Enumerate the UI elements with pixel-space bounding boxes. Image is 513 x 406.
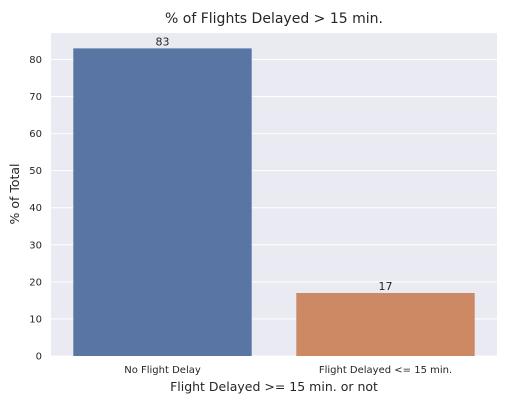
- bar: [296, 292, 475, 356]
- y-tick-label: 50: [29, 166, 42, 177]
- y-tick-label: 30: [29, 240, 42, 251]
- data-labels: 83 17: [156, 35, 393, 293]
- x-tick-label: No Flight Delay: [124, 365, 201, 376]
- bar-value-label: 17: [379, 280, 393, 293]
- y-tick-label: 20: [29, 277, 42, 288]
- bar: [73, 48, 252, 356]
- y-tick-label: 40: [29, 203, 42, 214]
- y-axis-label: % of Total: [7, 163, 22, 224]
- x-axis-ticks: No Flight Delay Flight Delayed <= 15 min.: [124, 365, 452, 376]
- bar-value-label: 83: [156, 35, 170, 48]
- bars: [73, 48, 475, 356]
- y-tick-label: 70: [29, 92, 42, 103]
- y-axis-ticks: 0 10 20 30 40 50 60 70 80: [29, 55, 42, 363]
- y-tick-label: 80: [29, 55, 42, 66]
- x-tick-label: Flight Delayed <= 15 min.: [319, 365, 452, 376]
- y-tick-label: 60: [29, 129, 42, 140]
- y-tick-label: 0: [36, 352, 42, 363]
- y-tick-label: 10: [29, 314, 42, 325]
- x-axis-label: Flight Delayed >= 15 min. or not: [170, 379, 378, 394]
- chart-title: % of Flights Delayed > 15 min.: [165, 11, 383, 27]
